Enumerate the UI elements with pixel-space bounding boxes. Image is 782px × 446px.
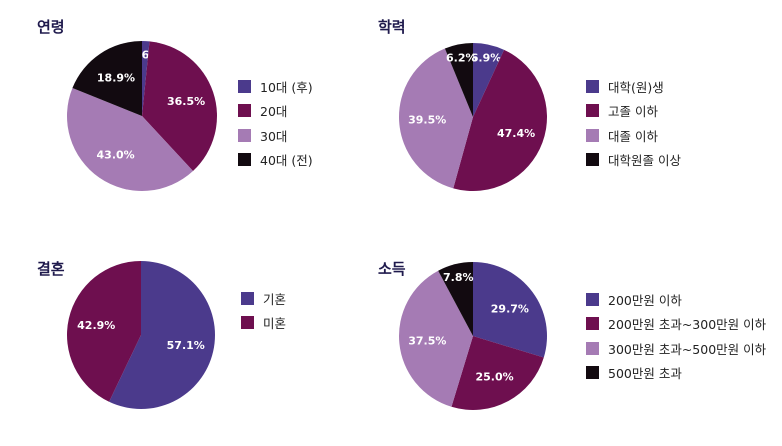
slice-label-education-3: 6.2% <box>446 51 477 64</box>
legend-item-marriage-0: 기혼 <box>241 286 286 311</box>
legend-swatch <box>586 79 599 93</box>
slice-label-education-2: 39.5% <box>408 114 446 127</box>
slice-label-income-3: 7.8% <box>443 271 474 284</box>
legend-swatch <box>586 366 599 380</box>
legend-label: 대학원졸 이상 <box>608 153 681 169</box>
legend-label: 30대 <box>260 128 288 144</box>
chart-title-education: 학력 <box>378 18 406 36</box>
legend-label: 200만원 이하 <box>608 292 682 308</box>
legend-item-income-2: 300만원 초과~500만원 이하 <box>586 336 766 361</box>
slice-label-education-1: 47.4% <box>497 127 535 140</box>
pie-chart-age: 1.6%36.5%43.0%18.9% <box>66 41 218 192</box>
legend-label: 미혼 <box>263 316 287 332</box>
legend-item-income-3: 500만원 초과 <box>586 361 766 386</box>
slice-label-income-0: 29.7% <box>491 303 529 316</box>
legend-item-age-0: 10대 (후) <box>238 74 313 99</box>
legend-label: 기혼 <box>263 291 287 307</box>
legend-swatch <box>241 291 254 305</box>
legend-item-age-1: 20대 <box>238 99 313 124</box>
pie-slice-age-0 <box>142 41 150 116</box>
slice-label-income-1: 25.0% <box>476 370 514 383</box>
legend-swatch <box>586 104 599 118</box>
legend-item-education-1: 고졸 이하 <box>586 99 681 124</box>
legend-label: 300만원 초과~500만원 이하 <box>608 341 767 357</box>
pie-slice-income-1 <box>451 336 544 410</box>
legend-item-education-2: 대졸 이하 <box>586 123 681 148</box>
legend-swatch <box>241 316 254 330</box>
pie-slice-age-1 <box>142 41 218 171</box>
legend-item-income-1: 200만원 초과~300만원 이하 <box>586 312 766 337</box>
pie-chart-income: 29.7% 25.0% 37.5% 7.8% <box>399 262 547 410</box>
slice-label-income-2: 37.5% <box>408 334 446 347</box>
legend-swatch <box>238 128 251 142</box>
legend-swatch <box>586 341 599 355</box>
pie-slice-income-0 <box>473 262 547 358</box>
pie-chart-marriage: 57.1% 42.9% <box>66 261 215 409</box>
legend-swatch <box>238 153 251 167</box>
legend-item-education-0: 대학(원)생 <box>586 74 681 99</box>
legend-income: 200만원 이하 200만원 초과~300만원 이하 300만원 초과~500만원 … <box>586 287 766 385</box>
legend-swatch <box>586 153 599 167</box>
slice-label-marriage-1: 42.9% <box>77 319 115 332</box>
pie-slice-age-2 <box>66 87 193 192</box>
legend-label: 고졸 이하 <box>608 104 658 120</box>
legend-label: 20대 <box>260 104 288 120</box>
legend-label: 200만원 초과~300만원 이하 <box>608 317 767 333</box>
slice-label-age-2: 43.0% <box>97 148 135 161</box>
pie-slice-income-3 <box>438 262 473 336</box>
legend-swatch <box>586 292 599 306</box>
pie-slice-age-3 <box>72 41 142 116</box>
slice-label-education-0: 6.9% <box>471 52 502 65</box>
legend-item-age-2: 30대 <box>238 123 313 148</box>
pie-slice-education-0 <box>473 43 505 117</box>
pie-slice-education-1 <box>453 49 547 192</box>
legend-label: 500만원 초과 <box>608 366 682 382</box>
legend-item-age-3: 40대 (전) <box>238 148 313 173</box>
legend-label: 40대 (전) <box>260 153 313 169</box>
pie-slice-marriage-0 <box>109 261 215 409</box>
chart-title-income: 소득 <box>378 260 406 278</box>
legend-label: 대학(원)생 <box>608 79 664 95</box>
legend-item-marriage-1: 미혼 <box>241 311 286 336</box>
slice-label-age-3: 18.9% <box>97 71 135 84</box>
slice-label-age-1: 36.5% <box>167 95 205 108</box>
chart-title-age: 연령 <box>37 18 65 36</box>
legend-swatch <box>238 104 251 118</box>
legend-item-income-0: 200만원 이하 <box>586 287 766 312</box>
pie-slice-income-2 <box>399 270 473 407</box>
legend-age: 10대 (후) 20대 30대 40대 (전) <box>238 74 313 172</box>
legend-swatch <box>586 317 599 331</box>
legend-swatch <box>586 128 599 142</box>
slice-label-marriage-0: 57.1% <box>167 339 205 352</box>
legend-item-education-3: 대학원졸 이상 <box>586 148 681 173</box>
pie-slice-education-3 <box>444 43 473 117</box>
pie-slice-marriage-1 <box>66 261 141 402</box>
chart-title-marriage: 결혼 <box>37 260 65 278</box>
legend-label: 대졸 이하 <box>608 128 658 144</box>
legend-label: 10대 (후) <box>260 79 313 95</box>
pie-chart-education: 6.9% 47.4% 39.5% 6.2% <box>399 43 547 192</box>
pie-slice-education-2 <box>399 48 473 189</box>
legend-swatch <box>238 79 251 93</box>
